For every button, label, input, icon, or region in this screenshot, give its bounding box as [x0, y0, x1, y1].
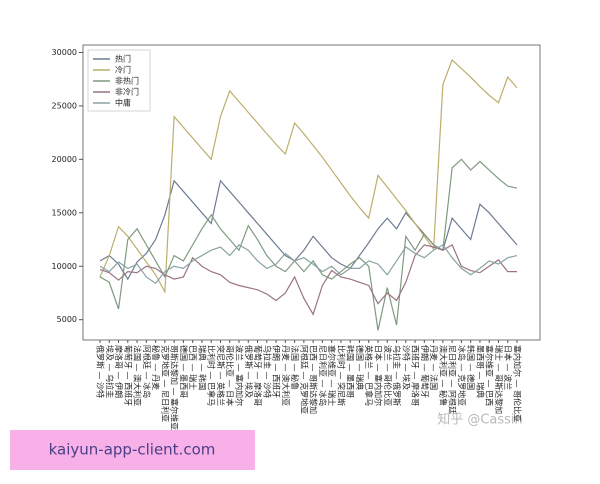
x-tick-label: 塞尔维亚 — 巴西 — [485, 345, 495, 406]
banner-text: kaiyun-app-client.com — [49, 441, 216, 459]
x-tick-label: 韩国 — 德国 — [466, 345, 476, 390]
x-tick-label: 葡萄牙 — 西班牙 — [123, 345, 133, 406]
x-tick-label: 巴西 — 哥斯达黎加 — [309, 345, 319, 414]
x-tick-label: 尼日利亚 — 阿根廷 — [448, 345, 458, 414]
x-tick-label: 冰岛 — 克罗地亚 — [457, 345, 467, 406]
x-tick-label: 俄罗斯 — 沙特 — [96, 345, 106, 398]
x-tick-label: 丹麦 — 法国 — [429, 345, 439, 390]
x-tick-label: 塞内加尔 — 哥伦比亚 — [513, 345, 523, 422]
series-line — [99, 158, 518, 331]
x-tick-label: 阿根廷 — 克罗地亚 — [299, 345, 309, 414]
x-tick-label: 哥斯达黎加 — 塞尔维亚 — [170, 345, 180, 430]
x-tick-label: 波兰 — 哥伦比亚 — [383, 345, 393, 406]
legend-label: 中庸 — [115, 98, 131, 108]
y-tick-label: 5000 — [57, 315, 77, 324]
series-line — [99, 244, 517, 316]
y-tick-label: 30000 — [52, 48, 77, 57]
x-tick-label: 法国 — 澳大利亚 — [133, 345, 143, 406]
x-tick-label: 比利时 — 巴拿马 — [207, 345, 217, 406]
plot-frame — [82, 44, 541, 341]
series-line — [99, 58, 518, 295]
x-tick-label: 伊朗 — 西班牙 — [272, 345, 282, 398]
x-tick-label: 突尼斯 — 英格兰 — [216, 345, 226, 406]
x-tick-label: 瑞典 — 韩国 — [197, 345, 207, 390]
x-tick-label: 俄罗斯 — 埃及 — [244, 345, 254, 398]
x-tick-label: 墨西哥 — 瑞典 — [475, 345, 485, 398]
x-tick-label: 德国 — 瑞典 — [355, 345, 365, 390]
legend-label: 非冷门 — [115, 87, 139, 97]
x-tick-label: 乌拉圭 — 俄罗斯 — [392, 345, 402, 406]
x-tick-label: 英格兰 — 巴拿马 — [364, 345, 374, 406]
x-tick-label: 塞尔维亚 — 瑞士 — [327, 345, 337, 406]
x-tick-label: 秘鲁 — 丹麦 — [151, 345, 161, 390]
x-tick-label: 法国 — 秘鲁 — [290, 345, 300, 390]
x-tick-label: 哥伦比亚 — 日本 — [225, 345, 235, 406]
x-tick-label: 日本 — 波兰 — [503, 345, 513, 390]
legend-label: 非热门 — [115, 76, 139, 86]
series-line — [99, 179, 518, 281]
x-tick-label: 丹麦 — 澳大利亚 — [281, 345, 291, 406]
x-tick-label: 瑞士 — 哥斯达黎加 — [494, 345, 504, 414]
x-tick-label: 比利时 — 突尼斯 — [336, 345, 346, 406]
x-tick-label: 克罗地亚 — 尼日利亚 — [160, 345, 170, 422]
y-tick-label: 25000 — [52, 101, 77, 110]
x-tick-label: 日本 — 塞内加尔 — [374, 345, 384, 406]
x-tick-label: 澳大利亚 — 秘鲁 — [438, 345, 448, 406]
x-tick-label: 阿根廷 — 冰岛 — [142, 345, 152, 398]
y-tick-label: 10000 — [52, 262, 77, 271]
x-tick-label: 巴西 — 瑞士 — [188, 345, 198, 390]
x-tick-label: 波兰 — 塞内加尔 — [235, 345, 245, 406]
x-tick-label: 伊朗 — 葡萄牙 — [420, 345, 430, 398]
series-line — [99, 244, 518, 285]
watermark: 知乎 @Cassin — [437, 412, 523, 428]
banner-bg — [10, 430, 255, 470]
legend-label: 冷门 — [115, 65, 131, 75]
x-tick-label: 葡萄牙 — 摩洛哥 — [253, 345, 263, 406]
legend-label: 热门 — [115, 54, 131, 64]
x-tick-label: 尼日利亚 — 冰岛 — [318, 345, 328, 406]
y-tick-label: 15000 — [52, 208, 77, 217]
y-tick-label: 20000 — [52, 155, 77, 164]
x-tick-label: 乌拉圭 — 沙特 — [262, 345, 272, 398]
x-tick-label: 德国 — 墨西哥 — [179, 345, 189, 398]
x-tick-label: 韩国 — 墨西哥 — [346, 345, 356, 398]
x-tick-label: 埃及 — 乌拉圭 — [105, 345, 115, 398]
x-tick-label: 西班牙 — 摩洛哥 — [411, 345, 421, 406]
x-tick-label: 摩洛哥 — 伊朗 — [114, 345, 124, 398]
x-tick-label: 沙特 — 埃及 — [401, 345, 411, 390]
